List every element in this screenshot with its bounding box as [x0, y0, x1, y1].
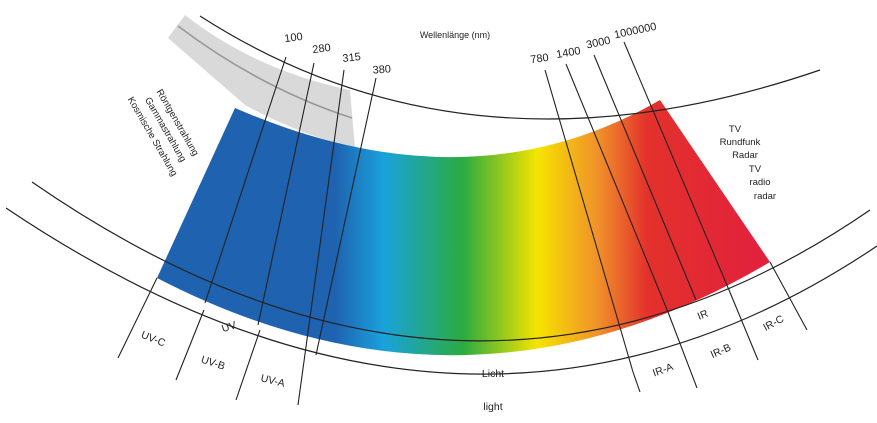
label-radar-de: Radar: [732, 150, 758, 161]
wl-label-780: 780: [530, 52, 550, 66]
divider-1400: [565, 63, 669, 313]
wl-label-280: 280: [312, 42, 332, 56]
tick-irc-right: [769, 261, 808, 331]
label-uv-c: UV-C: [139, 329, 167, 350]
tick-uvc-left: [117, 277, 158, 359]
wl-label-100: 100: [284, 31, 304, 45]
label-uv-a: UV-A: [259, 372, 286, 390]
label-light: light: [483, 401, 502, 413]
axis-title: Wellenlänge (nm): [420, 30, 490, 40]
label-uv-b: UV-B: [199, 354, 226, 373]
tick-uvb-uva: [235, 329, 261, 401]
wl-label-1000000: 1000000: [613, 21, 657, 42]
divider-1000000: [623, 41, 730, 291]
divider-280: [257, 62, 315, 326]
divider-780: [544, 69, 634, 373]
label-uv: UV: [220, 319, 238, 335]
label-licht: Licht: [482, 368, 504, 380]
tick-irb-irc: [728, 289, 759, 361]
label-ir-c: IR-C: [761, 313, 786, 334]
wl-label-380: 380: [372, 63, 391, 76]
divider-315: [297, 69, 345, 406]
label-ir: IR: [696, 308, 711, 323]
divider-100: [204, 56, 287, 304]
label-radio-en: radio: [749, 177, 770, 188]
tick-uvc-uvb: [175, 309, 205, 381]
divider-3000: [593, 54, 697, 301]
arc-inner-1: [31, 181, 871, 342]
wl-label-315: 315: [342, 51, 362, 65]
spectrum-band: [157, 100, 770, 356]
label-ir-b: IR-B: [709, 342, 733, 362]
xray-band: [168, 15, 355, 148]
label-tv-en: TV: [749, 164, 762, 175]
label-rundfunk: Rundfunk: [720, 137, 761, 148]
wl-label-3000: 3000: [585, 35, 611, 52]
arc-inner-2: [5, 207, 877, 375]
label-radar-en: radar: [754, 191, 776, 202]
wl-label-1400: 1400: [555, 45, 581, 61]
xray-band-inner-arc: [177, 25, 353, 119]
label-tv-de: TV: [729, 124, 742, 135]
tick-ira: [632, 371, 641, 393]
divider-380: [315, 77, 377, 356]
tick-ira-irb: [667, 311, 698, 389]
label-ir-a: IR-A: [651, 361, 675, 379]
outer-arc: [199, 15, 821, 120]
